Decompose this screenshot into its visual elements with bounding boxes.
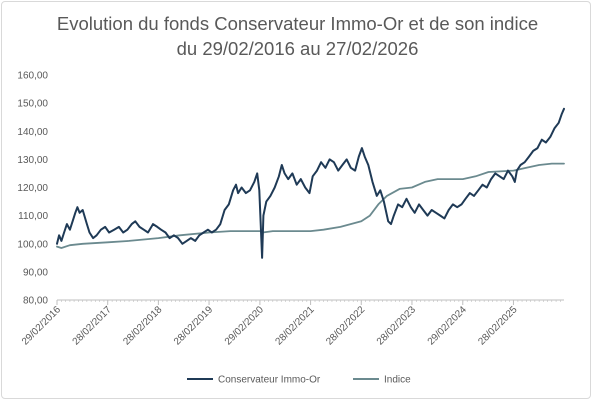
y-tick-label: 150,00 [17,99,48,110]
chart-title-line2: du 29/02/2016 au 27/02/2026 [176,38,419,59]
x-tick-label: 28/02/2022 [324,304,367,347]
y-tick-label: 160,00 [17,71,48,82]
chart-title-line1: Evolution du fonds Conservateur Immo-Or … [56,13,539,34]
y-tick-label: 140,00 [17,127,48,138]
y-tick-label: 80,00 [23,296,48,307]
x-tick-label: 29/02/2024 [426,304,469,347]
legend-fund-label: Conservateur Immo-Or [218,375,321,386]
chart-frame [1,1,591,399]
y-tick-label: 120,00 [17,183,48,194]
x-tick-label: 28/02/2023 [375,304,418,347]
series-line-fund [56,107,565,259]
legend-index-label: Indice [384,375,411,386]
x-tick-label: 29/02/2016 [20,304,63,347]
y-tick-label: 100,00 [17,239,48,250]
x-tick-label: 28/02/2017 [71,304,114,347]
y-tick-label: 110,00 [18,211,48,222]
x-tick-label: 28/02/2018 [121,304,164,347]
x-tick-label: 28/02/2021 [274,304,317,347]
y-tick-label: 90,00 [23,267,48,278]
x-tick-label: 29/02/2020 [223,304,266,347]
series-line-index [56,162,565,249]
x-tick-label: 28/02/2025 [476,304,519,347]
y-tick-label: 130,00 [17,155,48,166]
x-tick-label: 28/02/2019 [172,304,215,347]
